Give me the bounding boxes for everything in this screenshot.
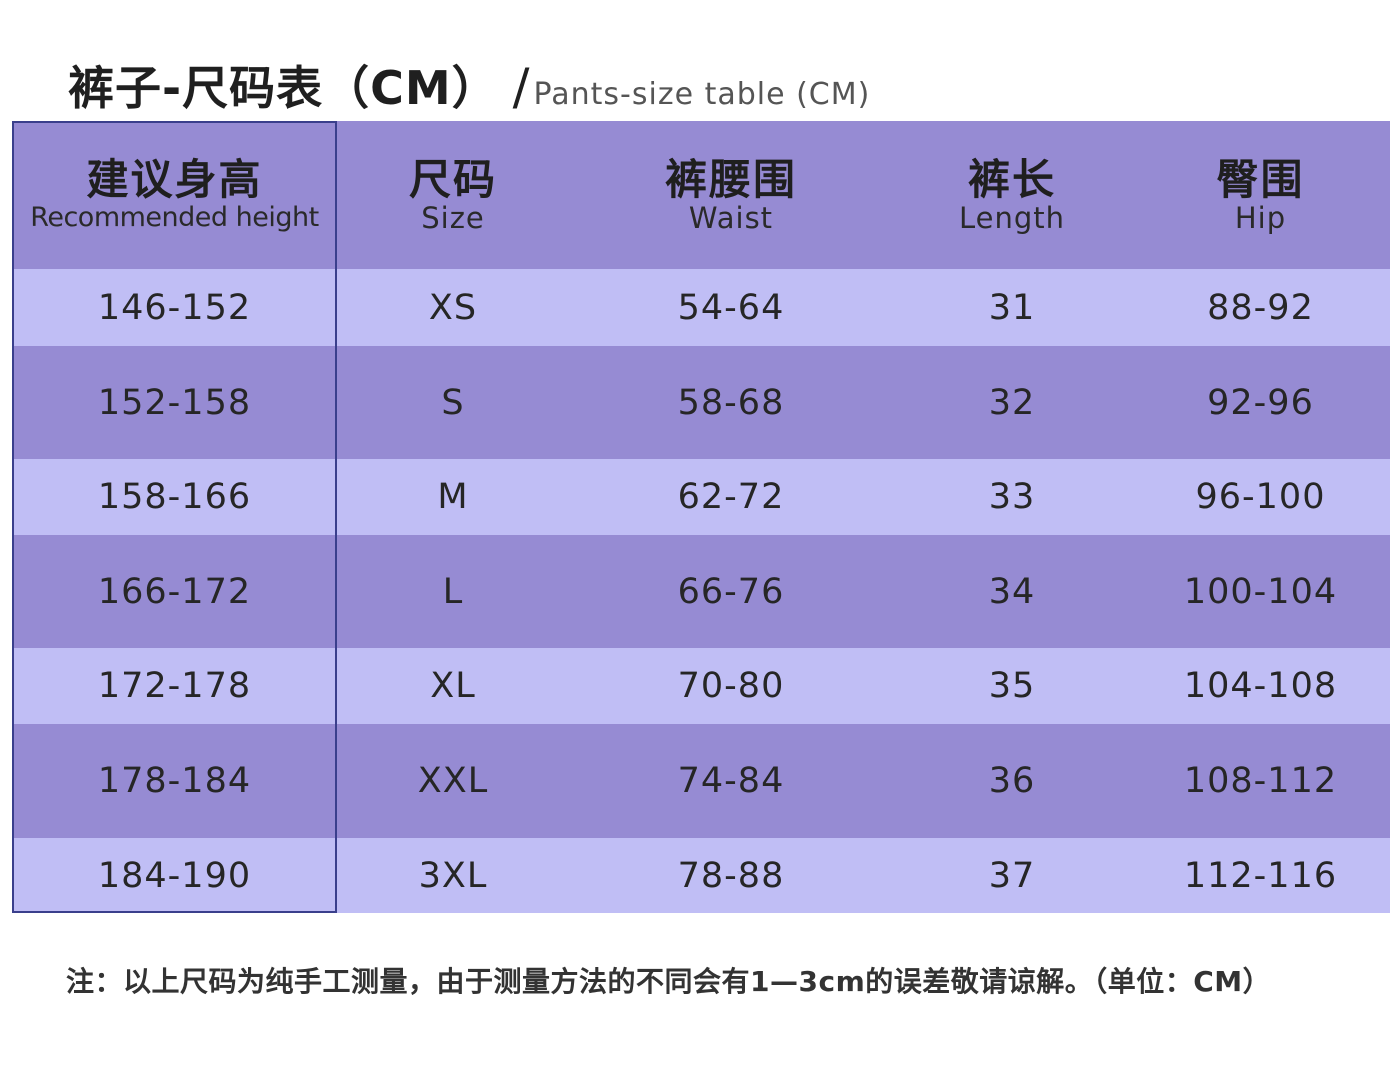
cell-value: 35 [988, 666, 1036, 706]
header-label-zh: 臀围 [1216, 155, 1305, 204]
cell-height: 184-190 [12, 838, 337, 913]
cell-hip: 108-112 [1131, 724, 1390, 838]
cell-value: 54-64 [677, 287, 785, 328]
cell-waist: 62-72 [569, 459, 893, 535]
cell-size: XXL [337, 724, 569, 838]
title-slash: / [512, 58, 530, 116]
cell-waist: 54-64 [569, 269, 893, 346]
cell-length: 36 [893, 724, 1131, 838]
cell-value: M [437, 477, 469, 517]
cell-length: 34 [893, 535, 1131, 648]
cell-value: 108-112 [1183, 761, 1338, 801]
header-label-en: Length [958, 201, 1066, 235]
cell-size: 3XL [337, 838, 569, 913]
cell-value: 146-152 [97, 287, 252, 328]
header-label-en: Hip [1234, 201, 1287, 235]
cell-value: S [441, 382, 465, 423]
cell-length: 33 [893, 459, 1131, 535]
header-label-zh: 建议身高 [86, 155, 263, 204]
cell-value: L [442, 571, 464, 612]
table-row: 166-172 L 66-76 34 100-104 [12, 535, 1390, 648]
cell-waist: 58-68 [569, 346, 893, 459]
cell-waist: 74-84 [569, 724, 893, 838]
cell-value: 33 [988, 477, 1036, 517]
cell-value: 78-88 [677, 855, 785, 896]
cell-value: 3XL [418, 855, 488, 896]
title-chinese: 裤子-尺码表（CM） [68, 61, 499, 115]
cell-hip: 88-92 [1131, 269, 1390, 346]
cell-length: 35 [893, 648, 1131, 724]
cell-size: L [337, 535, 569, 648]
header-waist: 裤腰围 Waist [569, 121, 893, 269]
header-size: 尺码 Size [337, 121, 569, 269]
header-label-zh: 裤腰围 [664, 155, 797, 204]
cell-length: 37 [893, 838, 1131, 913]
cell-waist: 66-76 [569, 535, 893, 648]
cell-length: 32 [893, 346, 1131, 459]
cell-value: XS [428, 287, 478, 328]
cell-value: 100-104 [1183, 571, 1338, 612]
cell-hip: 96-100 [1131, 459, 1390, 535]
header-label-zh: 尺码 [408, 155, 497, 204]
table-row: 178-184 XXL 74-84 36 108-112 [12, 724, 1390, 838]
cell-value: 70-80 [677, 666, 785, 706]
cell-value: XL [430, 666, 476, 706]
cell-hip: 100-104 [1131, 535, 1390, 648]
cell-value: 32 [988, 382, 1036, 423]
header-hip: 臀围 Hip [1131, 121, 1390, 269]
table-row: 184-190 3XL 78-88 37 112-116 [12, 838, 1390, 913]
cell-value: 31 [988, 287, 1036, 328]
cell-value: 96-100 [1195, 477, 1326, 517]
cell-hip: 92-96 [1131, 346, 1390, 459]
header-label-en: Size [421, 201, 485, 235]
cell-value: 62-72 [677, 477, 785, 517]
cell-value: 58-68 [677, 382, 785, 423]
cell-value: 112-116 [1183, 855, 1338, 896]
size-table: 建议身高 Recommended height 尺码 Size 裤腰围 Wais… [12, 121, 1390, 913]
table-row: 152-158 S 58-68 32 92-96 [12, 346, 1390, 459]
cell-height: 166-172 [12, 535, 337, 648]
cell-value: 37 [988, 855, 1036, 896]
cell-value: 184-190 [97, 855, 252, 896]
cell-waist: 70-80 [569, 648, 893, 724]
cell-value: 172-178 [97, 666, 252, 706]
cell-length: 31 [893, 269, 1131, 346]
header-label-en: Waist [688, 201, 774, 235]
page-title: 裤子-尺码表（CM） / Pants-size table (CM) [68, 52, 968, 122]
table-row: 146-152 XS 54-64 31 88-92 [12, 269, 1390, 346]
cell-size: S [337, 346, 569, 459]
table-row: 158-166 M 62-72 33 96-100 [12, 459, 1390, 535]
cell-height: 172-178 [12, 648, 337, 724]
cell-waist: 78-88 [569, 838, 893, 913]
cell-value: 66-76 [677, 571, 785, 612]
header-label-zh: 裤长 [967, 155, 1056, 204]
cell-value: 104-108 [1183, 666, 1338, 706]
cell-value: 152-158 [97, 382, 252, 423]
measurement-note: 注：以上尺码为纯手工测量，由于测量方法的不同会有1—3cm的误差敬请谅解。（单位… [66, 965, 1272, 998]
table-row: 172-178 XL 70-80 35 104-108 [12, 648, 1390, 724]
header-length: 裤长 Length [893, 121, 1131, 269]
cell-hip: 104-108 [1131, 648, 1390, 724]
cell-size: XS [337, 269, 569, 346]
cell-size: XL [337, 648, 569, 724]
cell-height: 158-166 [12, 459, 337, 535]
cell-height: 152-158 [12, 346, 337, 459]
cell-height: 146-152 [12, 269, 337, 346]
cell-value: 92-96 [1207, 382, 1314, 423]
table-header-row: 建议身高 Recommended height 尺码 Size 裤腰围 Wais… [12, 121, 1390, 269]
cell-value: 158-166 [97, 477, 252, 517]
header-label-en: Recommended height [30, 202, 319, 233]
cell-height: 178-184 [12, 724, 337, 838]
header-height: 建议身高 Recommended height [12, 121, 337, 269]
cell-value: 88-92 [1207, 287, 1314, 328]
title-english: Pants-size table (CM) [533, 77, 871, 112]
cell-value: XXL [417, 761, 489, 801]
cell-value: 34 [988, 571, 1036, 612]
cell-value: 74-84 [677, 761, 785, 801]
cell-value: 178-184 [97, 761, 252, 801]
cell-hip: 112-116 [1131, 838, 1390, 913]
cell-value: 36 [988, 761, 1036, 801]
cell-value: 166-172 [97, 571, 252, 612]
cell-size: M [337, 459, 569, 535]
